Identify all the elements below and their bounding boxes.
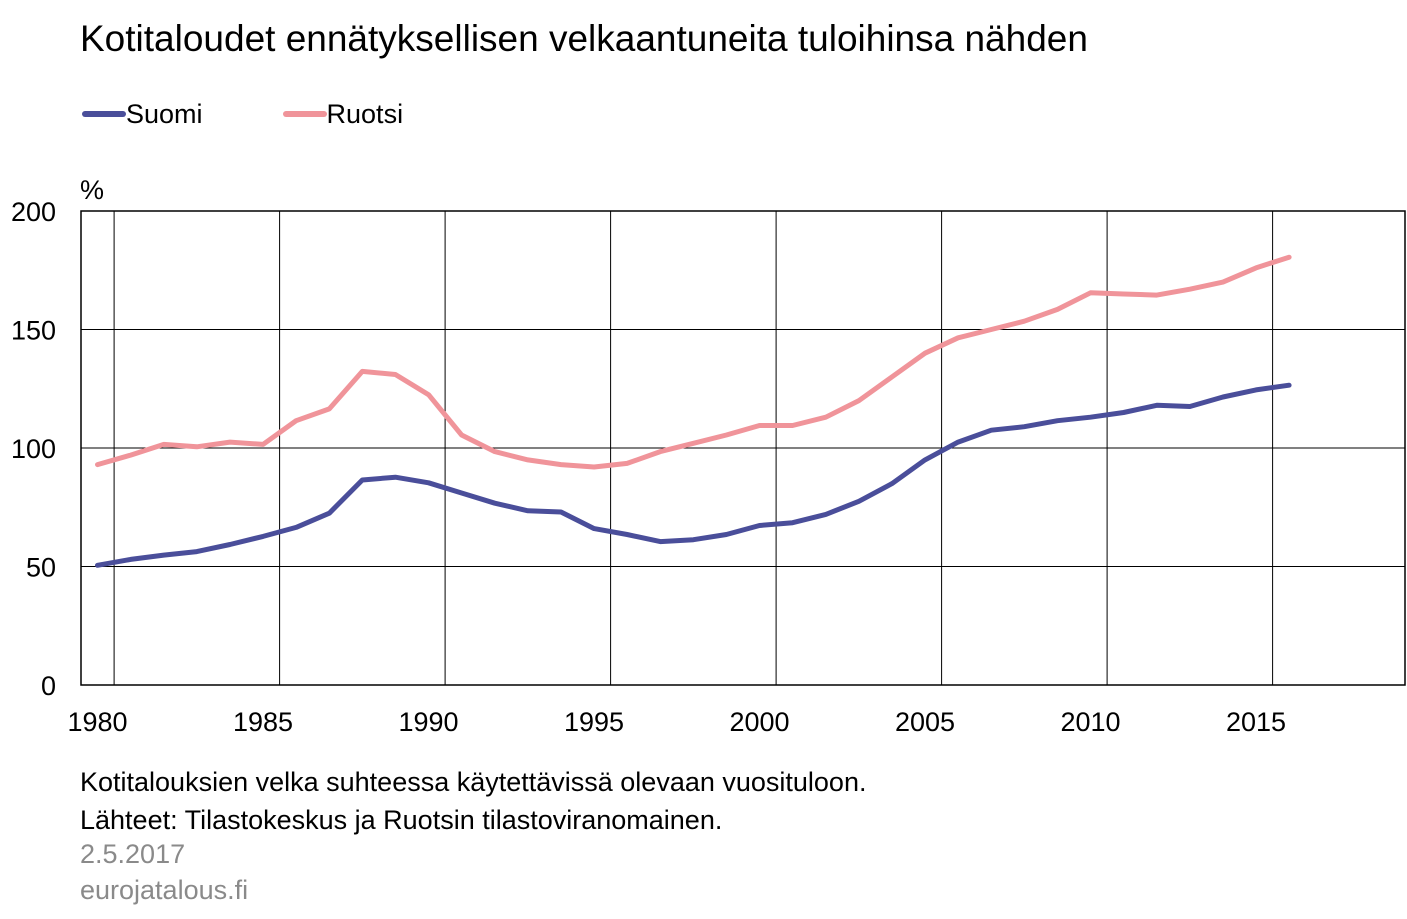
legend-label-ruotsi: Ruotsi: [326, 98, 404, 129]
chart-title: Kotitaloudet ennätyksellisen velkaantune…: [80, 18, 1088, 59]
x-tick-label: 1985: [233, 707, 293, 737]
x-tick-label: 2015: [1226, 707, 1286, 737]
legend-swatch-ruotsi: [282, 111, 327, 117]
plot-frame: [80, 210, 1406, 686]
footer-source: Lähteet: Tilastokeskus ja Ruotsin tilast…: [80, 805, 723, 835]
x-tick-label: 1990: [399, 707, 459, 737]
x-tick-label: 1980: [68, 707, 128, 737]
footer-date: 2.5.2017: [80, 839, 186, 869]
legend-label-suomi: Suomi: [126, 98, 203, 129]
legend: Suomi Ruotsi: [82, 96, 483, 132]
y-axis-unit: %: [80, 175, 104, 205]
series-line-suomi: [95, 382, 1292, 568]
footer-site: eurojatalous.fi: [80, 875, 249, 905]
y-tick-label: 150: [11, 316, 56, 346]
y-tick-label: 100: [11, 434, 56, 464]
series-line-ruotsi: [95, 254, 1292, 470]
footer-note: Kotitalouksien velka suhteessa käytettäv…: [80, 767, 867, 797]
legend-item-ruotsi: Ruotsi: [282, 98, 404, 130]
y-tick-label: 200: [11, 197, 56, 227]
tick-labels: 0 50 100 150 200 1980 1985 1990 1995 2000 2005 2010…: [11, 175, 1286, 737]
y-tick-label: 50: [26, 553, 56, 583]
y-tick-label: 0: [41, 671, 56, 701]
series-lines: [95, 254, 1292, 568]
legend-item-suomi: Suomi: [82, 99, 203, 130]
x-tick-label: 1995: [564, 707, 624, 737]
x-tick-label: 2010: [1061, 707, 1121, 737]
x-tick-label: 2005: [895, 707, 955, 737]
legend-swatch-suomi: [82, 111, 126, 117]
x-tick-label: 2000: [730, 707, 790, 737]
grid: [81, 211, 1405, 685]
